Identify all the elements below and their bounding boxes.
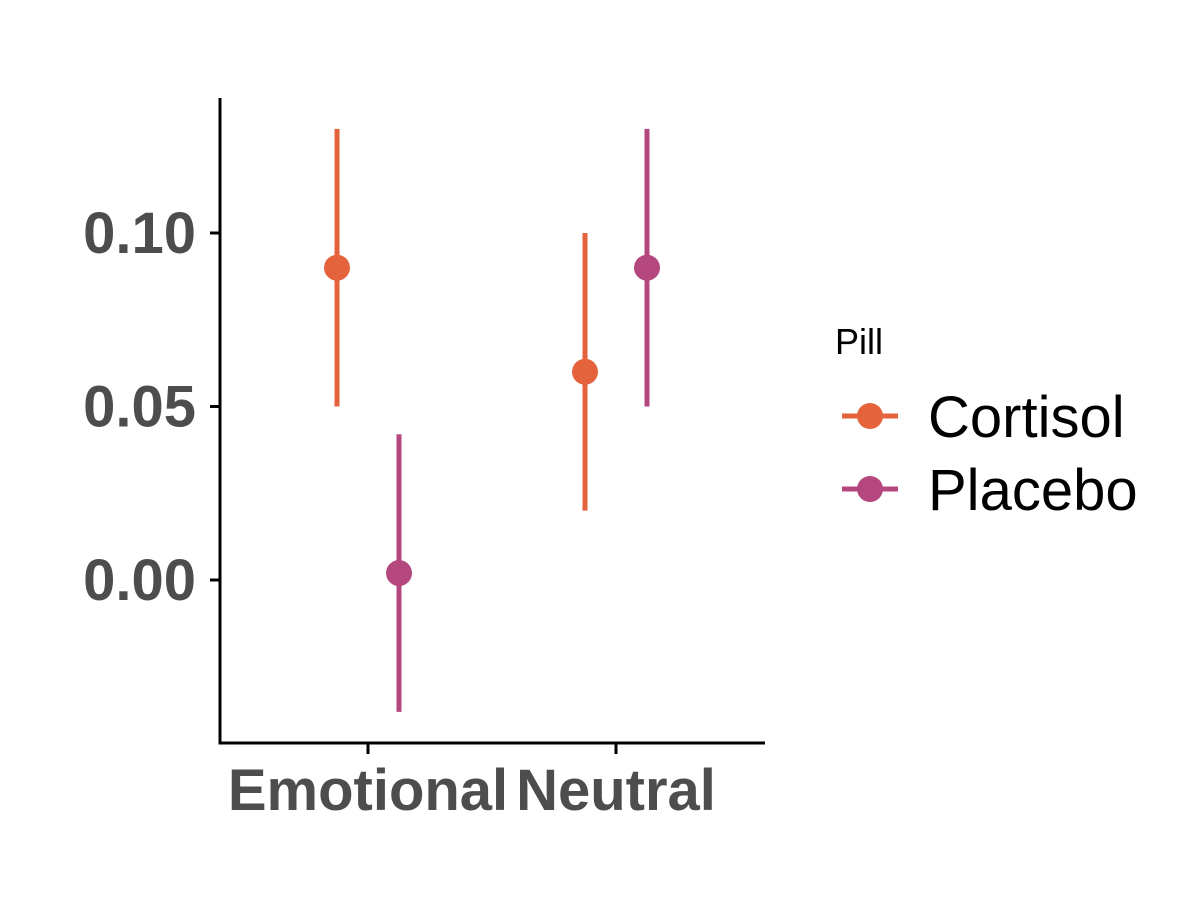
legend-label: Placebo [928,458,1138,523]
x-ticks: Emotional Neutral [228,744,716,823]
legend: Pill Cortisol Placebo [835,321,1138,523]
y-tick-label: 0.10 [83,201,196,266]
x-tick-label: Neutral [516,758,716,823]
y-ticks: 0.00 0.05 0.10 [83,201,220,613]
data-point [572,358,598,385]
y-tick-label: 0.05 [83,375,196,440]
data-point [386,560,412,587]
legend-title: Pill [835,321,883,362]
legend-key-point [857,403,883,429]
legend-items: Cortisol Placebo [842,385,1138,523]
data-point [324,254,350,281]
legend-key-point [857,476,883,502]
x-tick-label: Emotional [228,758,508,823]
data-point [634,254,660,281]
axes [218,98,765,745]
legend-label: Cortisol [928,385,1125,450]
y-tick-label: 0.00 [83,548,196,613]
plot-marks [324,128,660,712]
